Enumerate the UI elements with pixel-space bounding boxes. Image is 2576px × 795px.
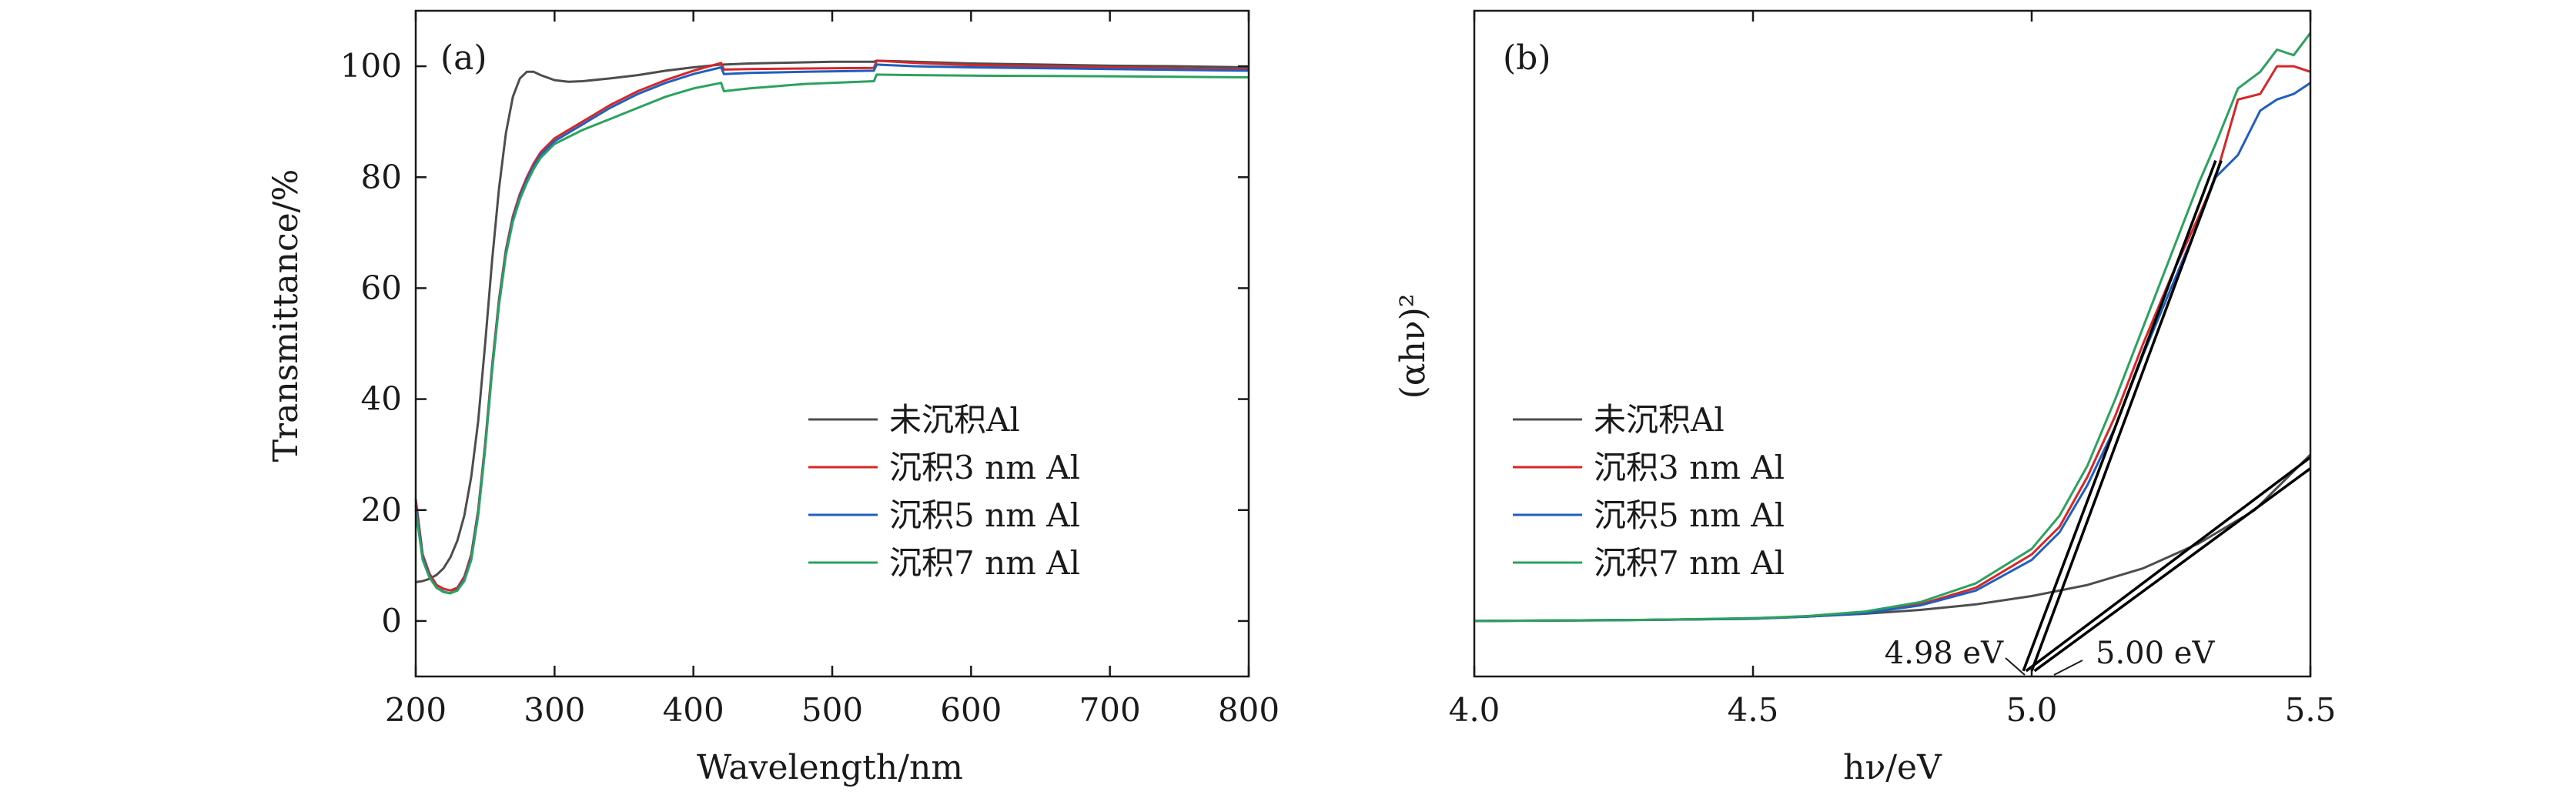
annotation-498-ev: 4.98 eV — [1885, 636, 2004, 671]
panel-a-legend: 未沉积Al 沉积3 nm Al 沉积5 nm Al 沉积7 nm Al — [808, 401, 1080, 582]
legend-b-label-1: 沉积3 nm Al — [1594, 449, 1785, 486]
y-tick-label-a: 20 — [361, 491, 402, 529]
x-tick-label-a: 800 — [1218, 691, 1280, 729]
x-tick-label-b: 4.0 — [1449, 691, 1500, 729]
panel-b-label: (b) — [1503, 38, 1551, 78]
x-tick-label-a: 500 — [801, 691, 863, 729]
panel-b-legend: 未沉积Al 沉积3 nm Al 沉积5 nm Al 沉积7 nm Al — [1513, 401, 1785, 582]
legend-a-label-0: 未沉积Al — [889, 401, 1020, 439]
series-line-b-1 — [1474, 65, 2311, 623]
legend-a-label-1: 沉积3 nm Al — [889, 449, 1080, 486]
series-line-b-2 — [1474, 82, 2311, 623]
x-tick-label-b: 5.0 — [2006, 691, 2058, 729]
fit-line-3 — [2033, 467, 2312, 673]
y-tick-label-a: 40 — [361, 380, 402, 418]
legend-b-label-3: 沉积7 nm Al — [1594, 544, 1785, 582]
panel-a-label: (a) — [440, 38, 487, 78]
panel-b-ticks: 4.0 4.5 5.0 5.5 — [1449, 11, 2337, 729]
panel-a-y-axis-title: Transmittance/% — [266, 169, 306, 463]
panel-b-plot-frame — [1473, 9, 2312, 678]
x-tick-label-a: 700 — [1079, 691, 1141, 729]
annotation-500-ev: 5.00 eV — [2096, 636, 2215, 671]
legend-b-label-0: 未沉积Al — [1594, 401, 1725, 439]
x-tick-label-b: 4.5 — [1728, 691, 1779, 729]
fit-line-2 — [2025, 456, 2312, 673]
panel-b-fit-lines — [2022, 160, 2312, 673]
legend-a-label-2: 沉积5 nm Al — [889, 496, 1080, 534]
panel-a: Transmittance/% Wavelength/nm 200 300 400 5… — [266, 9, 1280, 787]
x-tick-label-a: 300 — [524, 691, 585, 729]
annotation-arrow-498 — [2005, 657, 2026, 676]
series-line-a-0 — [415, 59, 1250, 583]
panel-b-y-axis-title: (αhν)² — [1393, 294, 1433, 399]
x-tick-label-a: 600 — [940, 691, 1002, 729]
legend-a-label-3: 沉积7 nm Al — [889, 544, 1080, 582]
panel-b: (αhν)² hν/eV 4.0 4.5 5.0 5.5 (b) 未沉积Al 沉积3 … — [1393, 9, 2337, 787]
panel-a-x-axis-title: Wavelength/nm — [697, 748, 963, 787]
x-tick-label-a: 200 — [385, 691, 447, 729]
y-tick-label-a: 100 — [340, 47, 402, 85]
fit-line-1 — [2030, 160, 2223, 672]
x-tick-label-b: 5.5 — [2285, 691, 2337, 729]
y-tick-label-a: 0 — [381, 602, 402, 640]
panel-b-x-axis-title: hν/eV — [1843, 748, 1942, 787]
y-tick-label-a: 60 — [361, 269, 402, 306]
x-tick-label-a: 400 — [663, 691, 724, 729]
y-tick-label-a: 80 — [361, 158, 402, 195]
series-line-a-3 — [414, 73, 1250, 595]
annotation-arrow-500 — [2053, 660, 2083, 676]
fit-line-0 — [2022, 160, 2217, 672]
panel-a-ticks: 200 300 400 500 600 700 800 0 20 40 60 80 100 — [340, 11, 1280, 729]
series-line-a-1 — [414, 59, 1250, 592]
panel-a-plot-frame — [414, 9, 1250, 678]
panel-b-annotations: 4.98 eV 5.00 eV — [1885, 636, 2215, 676]
legend-b-label-2: 沉积5 nm Al — [1594, 496, 1785, 534]
panel-a-data-lines — [414, 59, 1250, 595]
series-line-b-3 — [1474, 32, 2312, 623]
